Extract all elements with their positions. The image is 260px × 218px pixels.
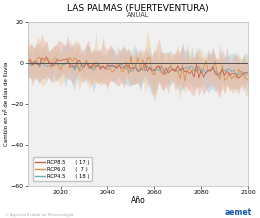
Text: ANUAL: ANUAL (127, 12, 149, 18)
Legend: RCP8.5      ( 17 ), RCP6.0      (  7 ), RCP4.5      ( 18 ): RCP8.5 ( 17 ), RCP6.0 ( 7 ), RCP4.5 ( 18… (33, 157, 92, 181)
X-axis label: Año: Año (131, 196, 145, 205)
Text: aemet: aemet (225, 208, 252, 217)
Title: LAS PALMAS (FUERTEVENTURA): LAS PALMAS (FUERTEVENTURA) (67, 4, 209, 13)
Y-axis label: Cambio en nº de días de lluvia: Cambio en nº de días de lluvia (4, 62, 9, 146)
Text: © Agencia Estatal de Meteorología: © Agencia Estatal de Meteorología (5, 213, 74, 217)
